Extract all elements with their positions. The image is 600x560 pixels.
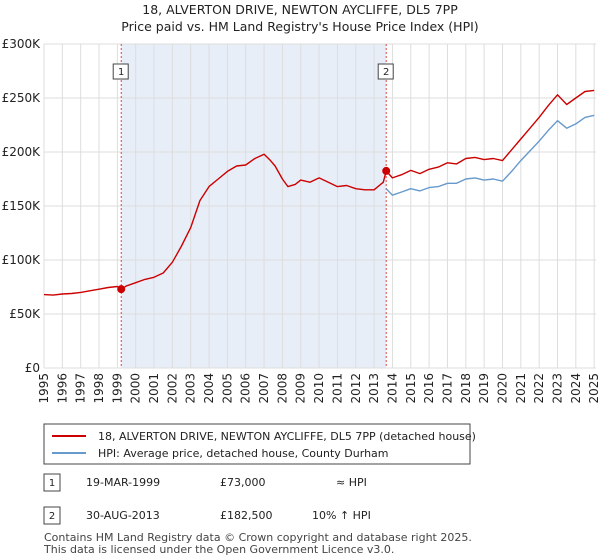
x-tick-label: 2024 bbox=[569, 373, 583, 404]
y-tick-label: £50K bbox=[9, 307, 41, 321]
x-tick-label: 2013 bbox=[367, 373, 381, 404]
legend-box bbox=[43, 423, 471, 465]
x-tick-label: 2018 bbox=[459, 373, 473, 404]
x-tick-label: 2006 bbox=[239, 373, 253, 404]
x-tick-label: 2022 bbox=[532, 373, 546, 404]
sale-point bbox=[117, 285, 126, 294]
x-tick-label: 1998 bbox=[92, 373, 106, 404]
sale-marker-box bbox=[112, 63, 129, 80]
x-tick-label: 1997 bbox=[74, 373, 88, 404]
transaction-price: £182,500 bbox=[220, 509, 273, 522]
transaction-price: £73,000 bbox=[220, 476, 266, 489]
x-tick-label: 2007 bbox=[257, 373, 271, 404]
x-tick-label: 2019 bbox=[477, 373, 491, 404]
x-tick-label: 2012 bbox=[349, 373, 363, 404]
chart-subtitle: Price paid vs. HM Land Registry's House … bbox=[121, 19, 478, 34]
hpi-series-line bbox=[385, 114, 595, 196]
y-tick-label: £300K bbox=[2, 37, 42, 51]
y-tick-label: £0 bbox=[25, 361, 40, 375]
legend-label-property: 18, ALVERTON DRIVE, NEWTON AYCLIFFE, DL5… bbox=[98, 430, 476, 443]
transaction-hpi: ≈ HPI bbox=[336, 476, 367, 489]
x-tick-label: 2025 bbox=[587, 373, 600, 404]
y-tick-label: £150K bbox=[2, 199, 42, 213]
grid-lines bbox=[43, 43, 596, 369]
transaction-date: 19-MAR-1999 bbox=[86, 476, 160, 489]
x-tick-label: 2004 bbox=[202, 373, 216, 404]
y-tick-label: £200K bbox=[2, 145, 42, 159]
y-tick-label: £250K bbox=[2, 91, 42, 105]
x-tick-label: 2011 bbox=[330, 373, 344, 404]
transaction-row: 2 30-AUG-2013 £182,500 10% ↑ HPI bbox=[43, 506, 371, 525]
x-tick-label: 2010 bbox=[312, 373, 326, 404]
footer-licence: This data is licensed under the Open Gov… bbox=[43, 543, 394, 556]
x-tick-label: 2016 bbox=[422, 373, 436, 404]
transaction-badge bbox=[43, 506, 61, 525]
legend-label-hpi: HPI: Average price, detached house, Coun… bbox=[98, 447, 389, 460]
x-tick-label: 2020 bbox=[495, 373, 509, 404]
sale-marker-label: 2 bbox=[383, 67, 389, 78]
x-tick-label: 2001 bbox=[147, 373, 161, 404]
x-tick-label: 2008 bbox=[275, 373, 289, 404]
x-tick-label: 2000 bbox=[129, 373, 143, 404]
sale-marker-label: 1 bbox=[118, 67, 124, 78]
x-tick-label: 2015 bbox=[404, 373, 418, 404]
x-tick-label: 1999 bbox=[110, 373, 124, 404]
x-tick-label: 2005 bbox=[220, 373, 234, 404]
x-tick-label: 2014 bbox=[385, 373, 399, 404]
x-tick-label: 2003 bbox=[184, 373, 198, 404]
transaction-date: 30-AUG-2013 bbox=[86, 509, 160, 522]
sale-point bbox=[382, 166, 391, 175]
x-axis: 1995 1996 1997 1998 1999 2000 2001 2002 2003 2004… bbox=[37, 373, 600, 404]
x-tick-label: 2021 bbox=[514, 373, 528, 404]
chart-title: 18, ALVERTON DRIVE, NEWTON AYCLIFFE, DL5… bbox=[142, 2, 458, 17]
transaction-row: 1 19-MAR-1999 £73,000 ≈ HPI bbox=[43, 473, 367, 492]
series-lines bbox=[43, 89, 595, 296]
property-series-line bbox=[43, 89, 595, 296]
y-axis: £0 £50K £100K £150K £200K £250K £300K bbox=[2, 37, 42, 375]
footer-copyright: Contains HM Land Registry data © Crown c… bbox=[44, 531, 472, 544]
transaction-num: 2 bbox=[49, 511, 55, 522]
sale-marker-box bbox=[377, 63, 394, 80]
x-tick-label: 1995 bbox=[37, 373, 51, 404]
x-tick-label: 2017 bbox=[440, 373, 454, 404]
x-tick-label: 1996 bbox=[55, 373, 69, 404]
x-tick-label: 2009 bbox=[294, 373, 308, 404]
transaction-badge bbox=[43, 473, 61, 492]
x-tick-label: 2023 bbox=[550, 373, 564, 404]
transaction-num: 1 bbox=[49, 478, 55, 489]
y-tick-label: £100K bbox=[2, 253, 42, 267]
x-tick-label: 2002 bbox=[165, 373, 179, 404]
transaction-hpi: 10% ↑ HPI bbox=[312, 509, 371, 522]
sale-points bbox=[117, 166, 391, 294]
